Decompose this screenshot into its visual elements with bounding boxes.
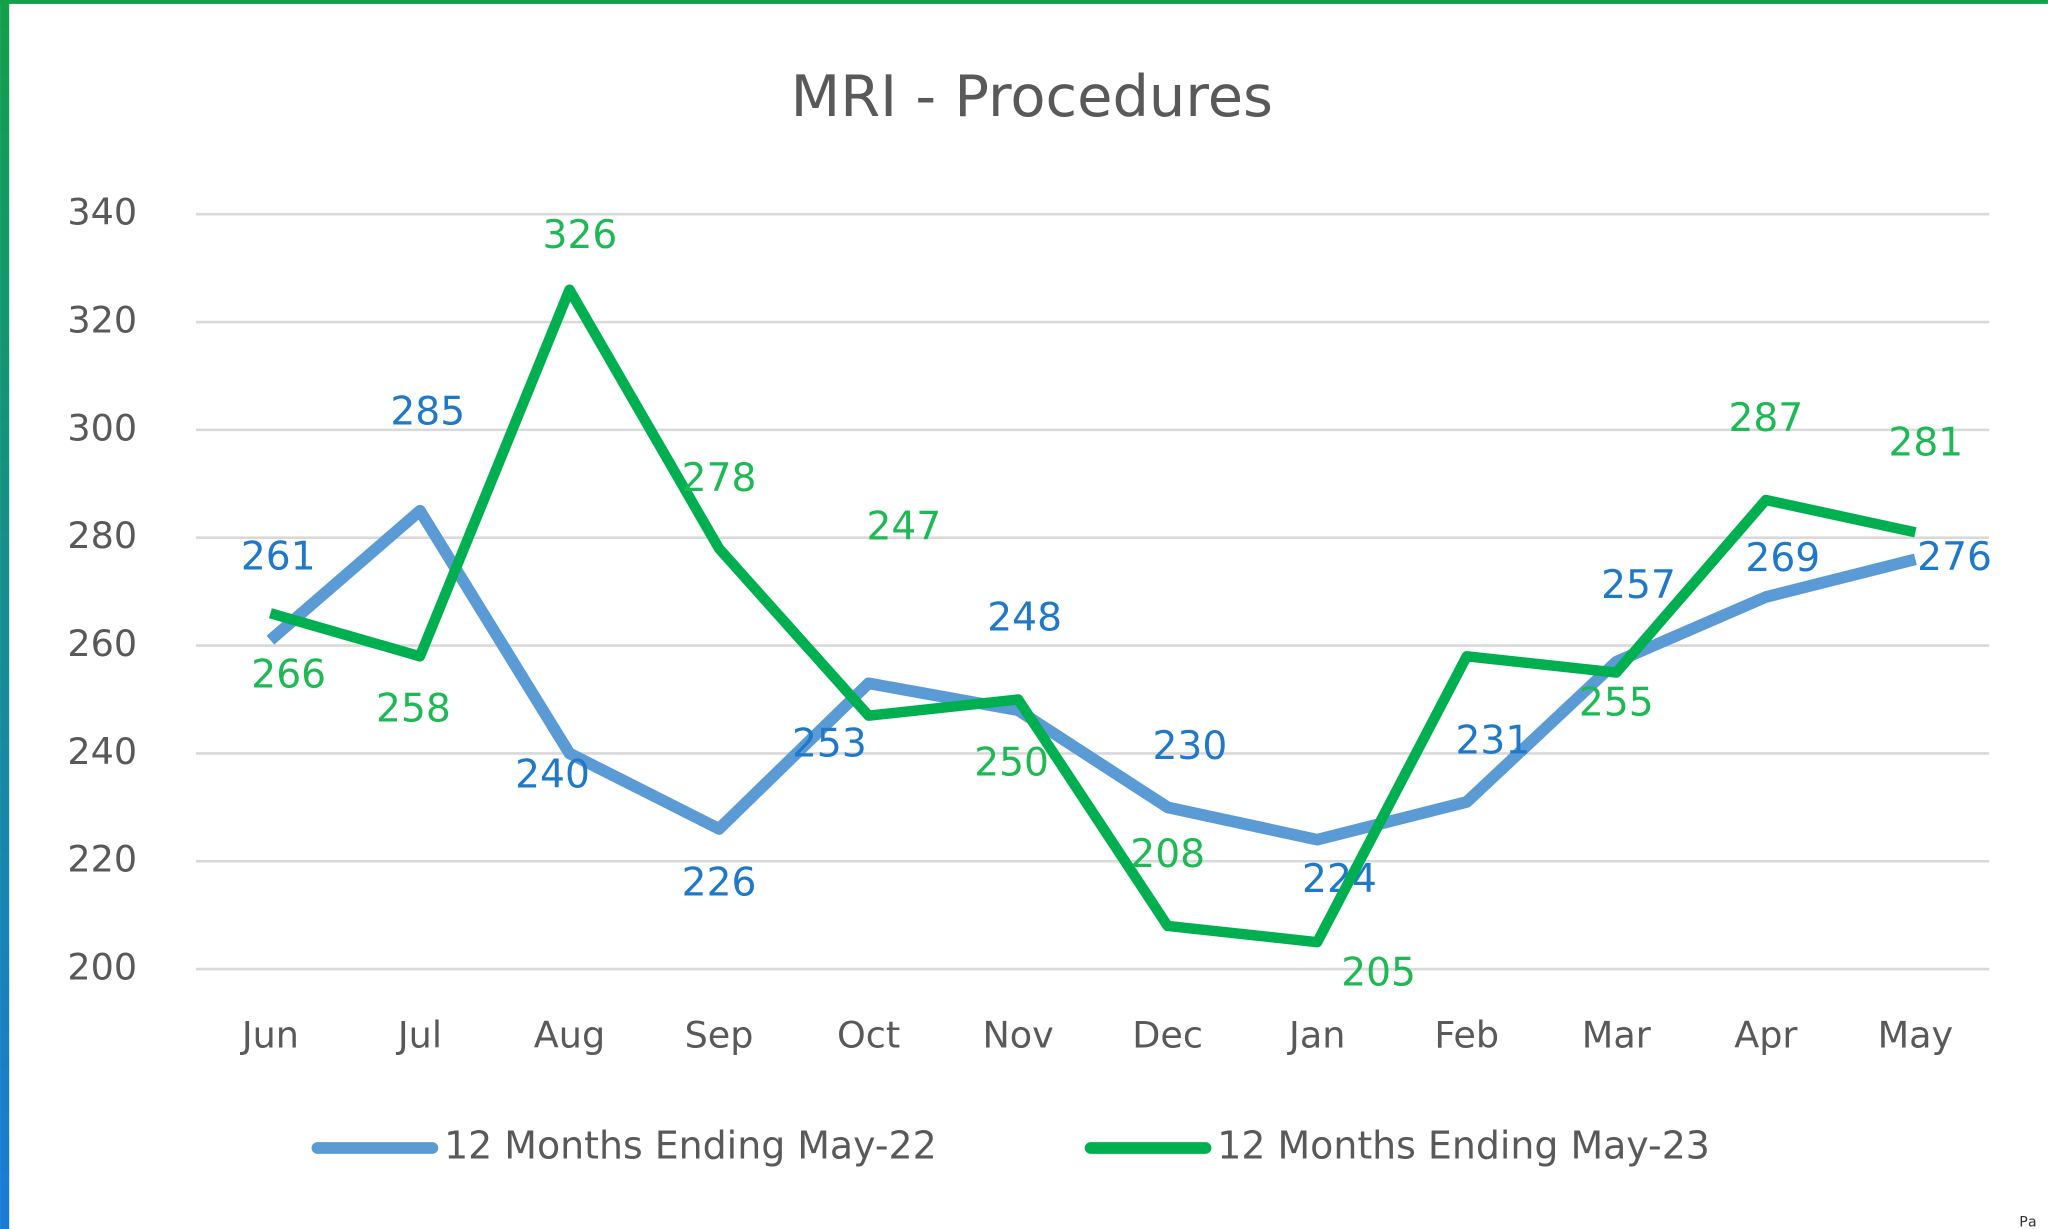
- data-label: 326: [543, 213, 618, 258]
- x-tick-label: Mar: [1582, 1014, 1652, 1057]
- series-line: [268, 284, 1917, 948]
- y-tick-label: 220: [67, 838, 137, 881]
- data-label: 278: [682, 456, 757, 501]
- data-label: 269: [1745, 536, 1820, 581]
- x-tick-label: Jun: [240, 1014, 299, 1057]
- legend-label: 12 Months Ending May-22: [444, 1124, 937, 1168]
- legend-label: 12 Months Ending May-23: [1217, 1124, 1710, 1168]
- x-tick-label: May: [1878, 1014, 1954, 1057]
- data-label: 255: [1579, 681, 1654, 726]
- data-label: 248: [987, 596, 1062, 641]
- data-label: 231: [1455, 719, 1530, 764]
- data-label: 208: [1130, 832, 1205, 877]
- chart-title: MRI - Procedures: [791, 63, 1273, 130]
- y-tick-label: 320: [67, 299, 137, 342]
- x-tick-label: Apr: [1734, 1014, 1798, 1057]
- y-tick-label: 300: [67, 406, 137, 449]
- data-label: 287: [1728, 396, 1803, 441]
- data-label: 253: [792, 722, 867, 767]
- x-tick-label: Aug: [534, 1014, 605, 1057]
- top-border: [0, 0, 2048, 4]
- x-tick-label: Feb: [1434, 1014, 1499, 1057]
- data-label: 226: [682, 861, 757, 906]
- y-tick-label: 240: [67, 730, 137, 773]
- data-label: 276: [1917, 535, 1992, 580]
- data-label: 258: [376, 687, 451, 732]
- y-tick-label: 200: [67, 946, 137, 989]
- x-tick-label: Jul: [396, 1014, 442, 1057]
- data-label: 266: [251, 653, 326, 698]
- x-tick-label: Nov: [982, 1014, 1053, 1057]
- data-label: 205: [1341, 950, 1416, 995]
- data-label: 240: [515, 752, 590, 797]
- data-label: 285: [390, 390, 465, 435]
- y-tick-label: 340: [67, 191, 137, 234]
- data-label: 261: [241, 535, 316, 580]
- x-tick-label: Jan: [1287, 1014, 1345, 1057]
- data-label: 257: [1601, 563, 1676, 608]
- footer-text: Pa: [2019, 1214, 2036, 1229]
- x-tick-label: Sep: [685, 1014, 754, 1057]
- data-label: 230: [1152, 724, 1227, 769]
- data-label: 247: [866, 504, 941, 549]
- data-label: 281: [1888, 420, 1963, 465]
- y-tick-label: 280: [67, 514, 137, 557]
- x-tick-label: Dec: [1132, 1014, 1203, 1057]
- y-tick-label: 260: [67, 622, 137, 665]
- data-label: 250: [974, 740, 1049, 785]
- x-tick-label: Oct: [837, 1014, 900, 1057]
- left-border: [0, 0, 10, 1229]
